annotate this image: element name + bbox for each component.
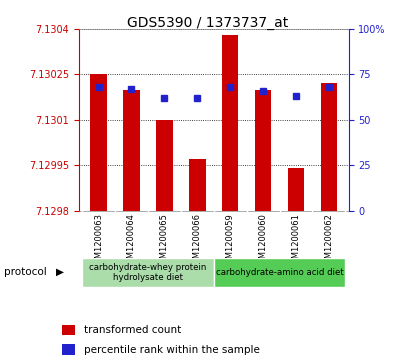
Bar [62,344,75,355]
Bar [90,74,107,211]
Text: carbohydrate-whey protein
hydrolysate diet: carbohydrate-whey protein hydrolysate di… [89,262,207,282]
Bar [288,168,304,211]
Bar [82,258,214,287]
Text: transformed count: transformed count [84,325,181,335]
Text: ▶: ▶ [56,267,64,277]
Bar [214,258,345,287]
Bar [62,325,75,335]
Text: GSM1200064: GSM1200064 [127,213,136,269]
Text: protocol: protocol [4,267,47,277]
Bar [156,120,173,211]
Text: carbohydrate-amino acid diet: carbohydrate-amino acid diet [216,268,343,277]
Bar [321,83,337,211]
Text: GDS5390 / 1373737_at: GDS5390 / 1373737_at [127,16,288,30]
Bar [222,35,238,211]
Text: GSM1200060: GSM1200060 [259,213,268,269]
Text: percentile rank within the sample: percentile rank within the sample [84,344,260,355]
Text: GSM1200066: GSM1200066 [193,213,202,269]
Text: GSM1200062: GSM1200062 [325,213,333,269]
Text: GSM1200065: GSM1200065 [160,213,169,269]
Text: GSM1200063: GSM1200063 [94,213,103,269]
Text: GSM1200059: GSM1200059 [226,213,234,269]
Bar [189,159,205,211]
Bar [255,90,271,211]
Text: GSM1200061: GSM1200061 [291,213,300,269]
Bar [123,90,140,211]
